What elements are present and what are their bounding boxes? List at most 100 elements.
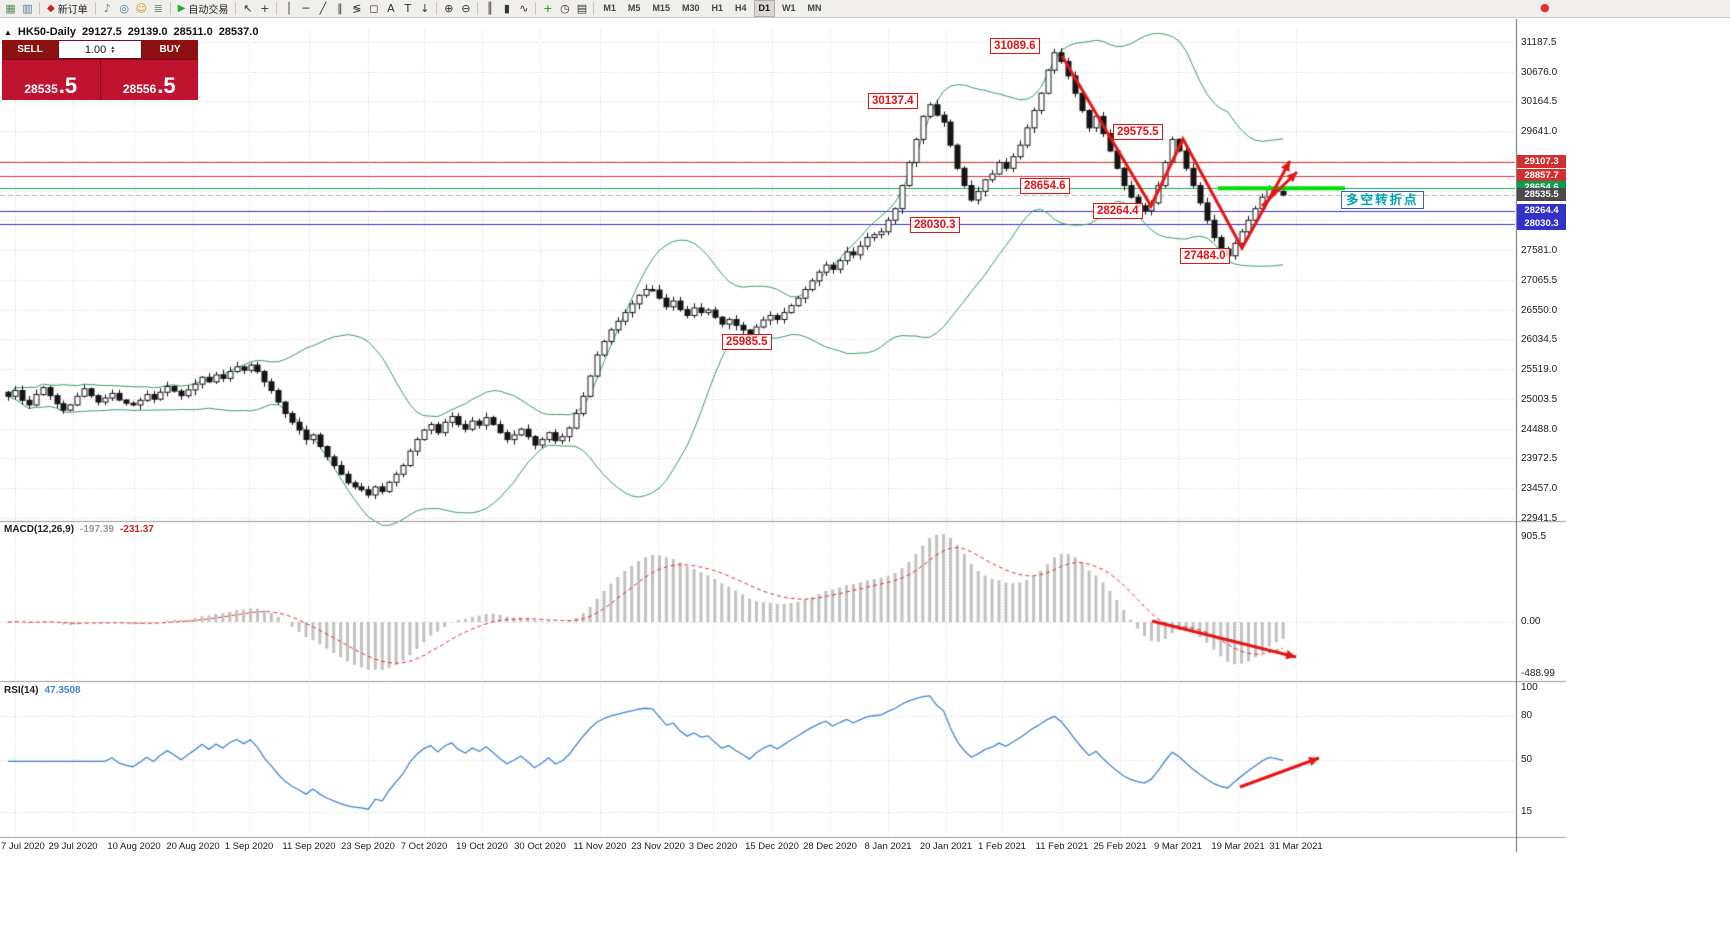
chart-window-icon[interactable]: ▦	[5, 2, 16, 15]
volume-value: 1.00	[84, 43, 107, 56]
date-axis-label: 23 Sep 2020	[341, 841, 395, 852]
price-annotation[interactable]: 30137.4	[868, 93, 918, 109]
price-annotation[interactable]: 28654.6	[1020, 178, 1070, 194]
price-axis-label: 25519.0	[1521, 364, 1558, 376]
price-annotation[interactable]: 31089.6	[990, 38, 1040, 54]
price-axis-tag: 28264.4	[1517, 203, 1566, 217]
date-axis-label: 7 Jul 2020	[1, 841, 45, 852]
chart-symbol: HK50-Daily	[17, 26, 76, 38]
macd-signal-value: -231.37	[119, 524, 154, 535]
sell-price-button[interactable]: 28535 .5	[2, 60, 100, 100]
one-click-trading-panel: SELL 1.00 ▲ ▼ BUY 28535 .5 28556 .5	[2, 40, 198, 100]
date-axis-label: 11 Feb 2021	[1035, 841, 1089, 852]
price-axis-label: 30676.0	[1521, 66, 1558, 78]
shapes-icon[interactable]: ◻	[369, 2, 379, 15]
arrow-objects-icon[interactable]: ↓	[420, 2, 430, 15]
timeframe-h4[interactable]: H4	[734, 3, 747, 13]
zoom-out-icon[interactable]: ⊖	[461, 2, 471, 15]
sell-button[interactable]: SELL	[2, 40, 58, 59]
toolbar-separator	[436, 2, 438, 15]
ohlc-close: 28537.0	[218, 26, 259, 38]
timeframe-mn[interactable]: MN	[807, 3, 822, 13]
date-axis-label: 3 Dec 2020	[688, 841, 738, 852]
trendline-icon[interactable]: ╱	[319, 2, 327, 15]
cursor-icon[interactable]: ↖	[243, 2, 253, 15]
timeframe-m1[interactable]: M1	[603, 3, 616, 13]
chart-ohlc-info: ▲ HK50-Daily 29127.5 29139.0 28511.0 285…	[4, 26, 258, 38]
price-axis-label: 27581.0	[1521, 245, 1558, 257]
rsi-indicator-label: RSI(14) 47.3508	[4, 685, 81, 696]
price-annotation[interactable]: 28264.4	[1093, 203, 1143, 219]
date-axis-label: 29 Jul 2020	[48, 841, 98, 852]
price-axis-label: 26550.0	[1521, 304, 1558, 316]
date-axis-label: 1 Feb 2021	[977, 841, 1027, 852]
date-axis-label: 1 Sep 2020	[224, 841, 274, 852]
price-axis-tag: 29107.3	[1517, 155, 1566, 169]
autotrading-button[interactable]: ▶ 自动交易	[174, 1, 233, 16]
pivot-annotation[interactable]: 多空转折点	[1341, 191, 1424, 209]
sound-icon[interactable]: ♪	[103, 2, 111, 15]
date-axis-label: 7 Oct 2020	[400, 841, 448, 852]
indicators-icon[interactable]: +	[543, 2, 553, 15]
chart-profile-icon[interactable]: ▥	[22, 2, 33, 15]
date-axis-label: 20 Aug 2020	[166, 841, 220, 852]
periods-icon[interactable]: ◷	[560, 2, 570, 15]
timeframe-m15[interactable]: M15	[652, 3, 670, 13]
buy-price-main: 28556	[122, 82, 157, 96]
text-icon[interactable]: A	[387, 2, 395, 15]
crosshair-icon[interactable]: +	[260, 2, 270, 15]
volume-spinner[interactable]: ▲ ▼	[110, 44, 116, 55]
community-icon[interactable]: ☺	[135, 2, 147, 15]
price-annotation[interactable]: 27484.0	[1180, 248, 1230, 264]
date-axis-label: 23 Nov 2020	[631, 841, 685, 852]
news-icon[interactable]: ◎	[119, 2, 129, 15]
date-axis-label: 25 Feb 2021	[1093, 841, 1147, 852]
price-axis-label: 29641.0	[1521, 126, 1558, 138]
ohlc-high: 29139.0	[127, 26, 168, 38]
horizontal-line-icon[interactable]: ─	[302, 2, 310, 15]
toolbar-separator	[39, 2, 40, 15]
panel-collapse-icon[interactable]: ▲	[4, 27, 12, 37]
macd-name: MACD(12,26,9)	[4, 524, 75, 535]
line-chart-icon[interactable]: ∿	[519, 2, 529, 15]
timeframe-d1[interactable]: D1	[753, 0, 776, 17]
date-axis-label: 28 Dec 2020	[803, 841, 857, 852]
zoom-in-icon[interactable]: ⊕	[444, 2, 454, 15]
new-order-button[interactable]: ◆ 新订单	[43, 1, 92, 16]
price-axis-label: 30164.5	[1521, 96, 1558, 108]
macd-axis-label: 905.5	[1521, 531, 1547, 542]
candlestick-chart-icon[interactable]: ▮	[503, 2, 510, 15]
toolbar-separator	[94, 2, 96, 15]
price-axis-label: 31187.5	[1521, 37, 1557, 48]
volume-input[interactable]: 1.00 ▲ ▼	[59, 41, 141, 58]
price-annotation[interactable]: 25985.5	[722, 334, 772, 350]
timeframe-m30[interactable]: M30	[681, 3, 700, 13]
ohlc-low: 28511.0	[173, 26, 213, 38]
timeframe-w1[interactable]: W1	[782, 3, 796, 13]
buy-price-pip: .5	[157, 73, 176, 98]
price-annotation[interactable]: 29575.5	[1113, 124, 1163, 140]
templates-icon[interactable]: ▤	[576, 2, 588, 15]
bar-chart-icon[interactable]: ║	[486, 2, 494, 15]
date-axis-label: 10 Aug 2020	[107, 841, 161, 852]
price-annotation[interactable]: 28030.3	[910, 217, 960, 233]
buy-button[interactable]: BUY	[142, 40, 198, 59]
date-axis-label: 31 Mar 2021	[1269, 841, 1323, 852]
vertical-line-icon[interactable]: │	[285, 2, 293, 15]
buy-price-button[interactable]: 28556 .5	[100, 60, 198, 100]
label-icon[interactable]: T	[404, 2, 412, 15]
price-axis-label: 22941.5	[1521, 513, 1558, 524]
market-depth-icon[interactable]: ≣	[153, 2, 163, 15]
timeframe-h1[interactable]: H1	[711, 3, 723, 13]
toolbar-separator	[235, 2, 237, 15]
rsi-axis-label: 100	[1521, 682, 1538, 693]
macd-indicator-label: MACD(12,26,9) -197.39 -231.37	[4, 524, 154, 535]
date-axis-label: 15 Dec 2020	[745, 841, 799, 852]
toolbar-separator	[276, 2, 278, 15]
fibonacci-icon[interactable]: ≶	[352, 2, 362, 15]
channel-icon[interactable]: ∥	[337, 2, 343, 15]
timeframe-m5[interactable]: M5	[627, 3, 641, 13]
toolbar-separator	[535, 2, 537, 15]
